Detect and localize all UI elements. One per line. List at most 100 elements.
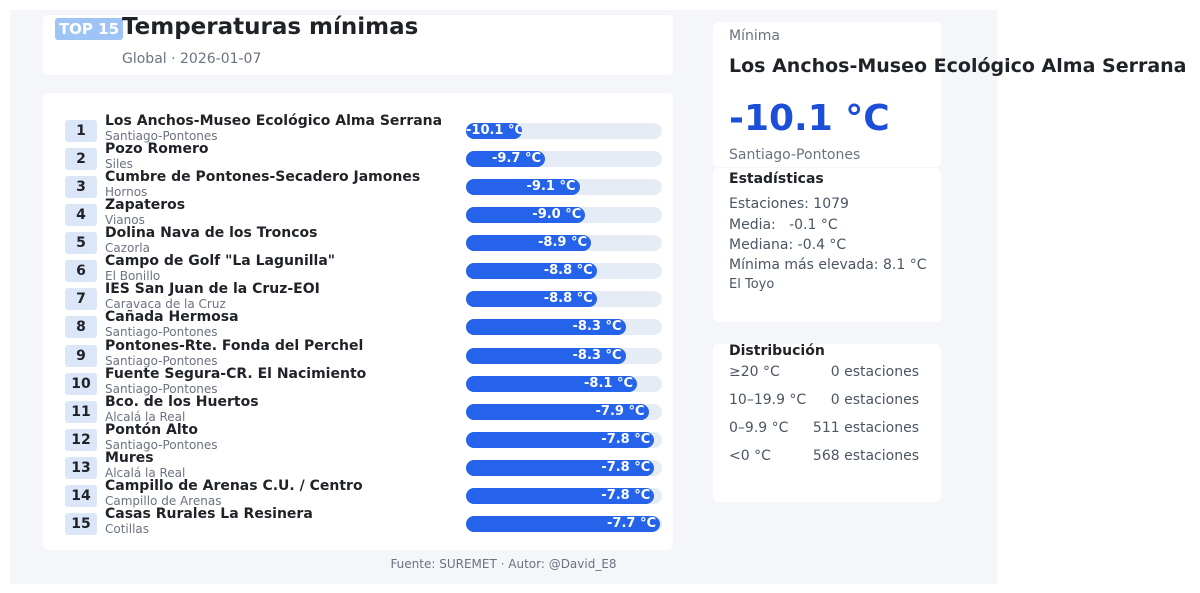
table-row: 9 Pontones-Rte. Fonda del Perchel Santiago…: [0, 338, 1200, 372]
station-name: Cumbre de Pontones-Secadero Jamones: [105, 169, 421, 186]
temperature-bar: -8.3 °C: [466, 319, 626, 336]
minimum-card: [713, 22, 941, 167]
station-municipality: Vianos: [105, 213, 145, 228]
stats-highest-min-station: El Toyo: [729, 277, 775, 292]
station-name: Pontones-Rte. Fonda del Perchel: [105, 337, 364, 354]
station-name: Mures: [105, 449, 154, 466]
station-municipality: Alcalá la Real: [105, 409, 186, 424]
top-badge: TOP 15: [55, 18, 123, 40]
station-municipality: Alcalá la Real: [105, 465, 186, 480]
stats-median: Mediana: -0.4 °C: [729, 237, 847, 253]
rank-badge: 2: [65, 148, 97, 171]
station-municipality: Hornos: [105, 185, 148, 200]
header-card: [43, 15, 673, 75]
stats-mean: Media: -0.1 °C: [729, 217, 838, 233]
rank-badge: 9: [65, 344, 97, 367]
distribution-card: [713, 344, 941, 502]
station-municipality: Caravaca de la Cruz: [105, 297, 226, 312]
table-row: 2 Pozo Romero Siles -9.7 °C: [0, 141, 1200, 175]
station-municipality: El Bonillo: [105, 269, 161, 284]
rank-badge: 14: [65, 484, 97, 507]
rank-badge: 12: [65, 428, 97, 451]
table-row: 4 Zapateros Vianos -9.0 °C: [0, 197, 1200, 231]
station-municipality: Santiago-Pontones: [105, 381, 218, 396]
table-row: 11 Bco. de los Huertos Alcalá la Real -7.9 …: [0, 394, 1200, 428]
distribution-bin-count: 0 estaciones: [830, 364, 919, 380]
distribution-bin-label: <0 °C: [729, 448, 771, 464]
rank-badge: 8: [65, 316, 97, 339]
table-row: 14 Campillo de Arenas C.U. / Centro Campil…: [0, 478, 1200, 512]
table-row: 1 Los Anchos-Museo Ecológico Alma Serrana…: [0, 113, 1200, 147]
station-municipality: Santiago-Pontones: [105, 129, 218, 143]
rank-badge: 3: [65, 176, 97, 199]
minimum-label: Mínima: [729, 28, 780, 44]
station-name: Dolina Nava de los Troncos: [105, 225, 318, 242]
table-row: 12 Pontón Alto Santiago-Pontones -7.8 °C: [0, 422, 1200, 456]
station-name: Zapateros: [105, 197, 186, 214]
station-name: Cañada Hermosa: [105, 309, 239, 326]
station-municipality: Santiago-Pontones: [105, 437, 218, 452]
rank-badge: 6: [65, 260, 97, 283]
station-name: IES San Juan de la Cruz-EOI: [105, 281, 320, 298]
station-municipality: Campillo de Arenas: [105, 493, 222, 508]
stats-highest-min: Mínima más elevada: 8.1 °C: [729, 257, 927, 273]
rank-badge: 10: [65, 372, 97, 395]
temperature-bar: -7.8 °C: [466, 487, 655, 504]
station-municipality: Siles: [105, 157, 133, 172]
station-municipality: Cazorla: [105, 241, 150, 256]
station-municipality: Santiago-Pontones: [105, 325, 218, 340]
rank-badge: 13: [65, 456, 97, 479]
table-row: 3 Cumbre de Pontones-Secadero Jamones Horn…: [0, 169, 1200, 203]
station-municipality: Santiago-Pontones: [105, 353, 218, 368]
temperature-bar: -8.8 °C: [466, 263, 597, 280]
station-name: Fuente Segura-CR. El Nacimiento: [105, 365, 367, 382]
temperature-bar: -7.7 °C: [466, 515, 660, 532]
distribution-bin-count: 568 estaciones: [812, 448, 919, 464]
rank-badge: 15: [65, 512, 97, 535]
rank-badge: 1: [65, 120, 97, 142]
temperature-bar: -8.8 °C: [466, 291, 597, 308]
stats-card: [713, 168, 941, 322]
stats-title: Estadísticas: [729, 171, 824, 187]
rank-badge: 11: [65, 400, 97, 423]
station-name: Bco. de los Huertos: [105, 393, 259, 410]
station-name: Casas Rurales La Resinera: [105, 505, 313, 522]
table-row: 7 IES San Juan de la Cruz-EOI Caravaca de …: [0, 281, 1200, 315]
station-name: Campillo de Arenas C.U. / Centro: [105, 477, 363, 494]
rank-badge: 4: [65, 204, 97, 227]
station-name: Los Anchos-Museo Ecológico Alma Serrana: [105, 113, 443, 129]
distribution-title: Distribución: [729, 343, 825, 359]
table-row: 8 Cañada Hermosa Santiago-Pontones -8.3 °C: [0, 309, 1200, 343]
distribution-bin-label: 10–19.9 °C: [729, 392, 807, 408]
temperature-bar: -10.1 °C: [466, 123, 522, 139]
temperature-bar: -9.7 °C: [466, 151, 545, 168]
distribution-bin-label: 0–9.9 °C: [729, 420, 789, 436]
distribution-bin-label: ≥20 °C: [729, 364, 780, 380]
station-name: Pontón Alto: [105, 421, 198, 438]
table-row: 15 Casas Rurales La Resinera Cotillas -7.7 …: [0, 506, 1200, 540]
page-title: Temperaturas mínimas: [122, 14, 419, 40]
table-row: 5 Dolina Nava de los Troncos Cazorla -8.9 °…: [0, 225, 1200, 259]
distribution-bin-count: 511 estaciones: [812, 420, 919, 436]
station-municipality: Cotillas: [105, 521, 150, 536]
temperature-bar: -7.9 °C: [466, 403, 649, 420]
station-name: Pozo Romero: [105, 141, 209, 158]
minimum-station: Los Anchos-Museo Ecológico Alma Serrana: [729, 55, 1187, 77]
temperature-bar: -8.3 °C: [466, 347, 626, 364]
rank-badge: 5: [65, 232, 97, 255]
stats-stations: Estaciones: 1079: [729, 196, 849, 212]
station-name: Campo de Golf "La Lagunilla": [105, 253, 336, 270]
page-subtitle: Global · 2026-01-07: [122, 51, 262, 67]
table-row: 6 Campo de Golf "La Lagunilla" El Bonillo -…: [0, 253, 1200, 287]
source-footer: Fuente: SUREMET · Autor: @David_E8: [390, 557, 617, 571]
temperature-bar: -7.8 °C: [466, 459, 655, 476]
temperature-bar: -8.1 °C: [466, 375, 637, 392]
rank-badge: 7: [65, 288, 97, 311]
temperature-bar: -9.1 °C: [466, 179, 580, 196]
temperature-bar: -7.8 °C: [466, 431, 655, 448]
minimum-municipality: Santiago-Pontones: [729, 147, 861, 163]
distribution-bin-count: 0 estaciones: [830, 392, 919, 408]
temperature-bar: -8.9 °C: [466, 235, 591, 252]
temperature-bar: -9.0 °C: [466, 207, 586, 224]
table-row: 10 Fuente Segura-CR. El Nacimiento Santiag…: [0, 366, 1200, 400]
